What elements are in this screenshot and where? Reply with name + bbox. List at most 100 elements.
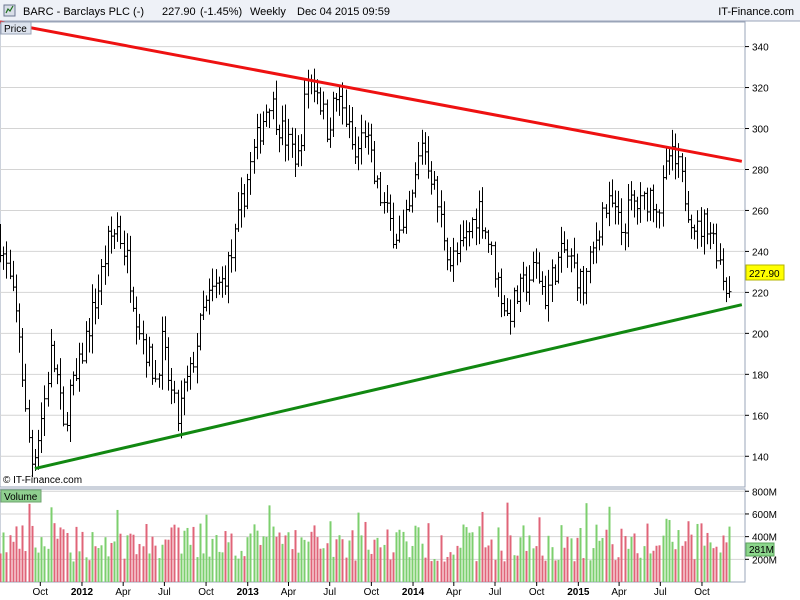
volume-bar [563, 547, 566, 582]
volume-bar [230, 533, 233, 582]
price-bars [0, 68, 732, 478]
volume-bar [693, 559, 696, 582]
volume-bar [430, 561, 433, 582]
volume-bar [262, 536, 265, 582]
volume-bar [21, 525, 24, 582]
time-tick-label: Apr [611, 587, 627, 598]
volume-bar [598, 540, 601, 582]
time-tick-label: Apr [115, 587, 131, 598]
volume-bar [595, 524, 598, 582]
last-volume-text: 281M [749, 545, 774, 556]
instrument-title: BARC - Barclays PLC (-) [23, 6, 144, 18]
time-tick-label: Oct [33, 587, 49, 598]
volume-bar [503, 561, 506, 582]
header-bar [0, 0, 800, 21]
volume-bar [570, 538, 573, 582]
support-trendline[interactable] [34, 303, 743, 471]
volume-bar [208, 556, 211, 582]
volume-bar [535, 546, 538, 582]
header-timestamp: Dec 04 2015 09:59 [297, 6, 390, 18]
volume-bar [528, 535, 531, 582]
volume-bar [196, 557, 199, 582]
volume-bar [47, 548, 50, 582]
resistance-trendline[interactable] [0, 20, 743, 163]
volume-bar [662, 535, 665, 582]
volume-bar [329, 521, 332, 582]
volume-bar [532, 548, 535, 582]
volume-bar [424, 557, 427, 582]
volume-bar [348, 540, 351, 582]
volume-bar [408, 557, 411, 582]
volume-bar [211, 538, 214, 582]
volume-bar [373, 539, 376, 582]
app-icon [3, 4, 16, 17]
volume-bar [113, 541, 116, 582]
volume-bar [104, 537, 107, 582]
volume-bar [681, 545, 684, 582]
volume-bar [357, 512, 360, 582]
volume-bar [81, 531, 84, 582]
volume-bar [719, 552, 722, 582]
last-price-text: 227.90 [749, 269, 780, 280]
volume-bar [722, 535, 725, 582]
volume-bar [148, 553, 151, 582]
volume-bar [332, 556, 335, 582]
volume-bar [345, 557, 348, 582]
volume-bar [630, 536, 633, 582]
volume-bar [310, 531, 313, 582]
price-tick-label: 140 [752, 452, 769, 463]
last-volume-badge: 281M [745, 542, 775, 557]
volume-bar [53, 523, 56, 582]
volume-bar [608, 506, 611, 582]
price-tick-label: 260 [752, 206, 769, 217]
volume-bar [281, 543, 284, 582]
time-tick-label: Jul [654, 587, 667, 598]
volume-bar [215, 535, 218, 582]
header-brand: IT-Finance.com [718, 6, 794, 18]
volume-bar [668, 520, 671, 582]
volume-bar [326, 543, 329, 582]
price-axis: 140 160 180 200 220 240 260 280 300 320 340 [745, 43, 769, 463]
volume-bar [481, 511, 484, 582]
volume-bar [161, 544, 164, 582]
volume-bar [145, 524, 148, 582]
price-tick-label: 240 [752, 247, 769, 258]
volume-bar [687, 521, 690, 582]
volume-bar [37, 552, 40, 582]
volume-bar [436, 560, 439, 582]
volume-bar [158, 558, 161, 582]
time-tick-label: Apr [281, 587, 297, 598]
volume-bar [636, 553, 639, 582]
volume-bar [338, 535, 341, 582]
volume-bar [712, 548, 715, 582]
volume-bar [97, 548, 100, 582]
volume-bar [573, 561, 576, 582]
volume-bar [218, 551, 221, 582]
volume-bar [307, 541, 310, 582]
price-tick-label: 280 [752, 165, 769, 176]
volume-bar [123, 558, 126, 582]
volume-bar [554, 560, 557, 582]
volume-bar [449, 552, 452, 582]
volume-bar [566, 536, 569, 582]
volume-bar [272, 526, 275, 582]
volume-bar [62, 529, 65, 582]
header-period: Weekly [250, 6, 286, 18]
volume-bar [287, 532, 290, 582]
volume-bar [313, 525, 316, 582]
volume-bar [192, 526, 195, 582]
volume-bar [547, 535, 550, 582]
volume-bar [551, 547, 554, 582]
volume-bars [0, 502, 731, 582]
volume-bar [494, 559, 497, 582]
time-tick-label: Oct [364, 587, 380, 598]
volume-bar [91, 532, 94, 582]
volume-bar [725, 542, 728, 582]
volume-bar [135, 554, 138, 582]
time-tick-label: Oct [529, 587, 545, 598]
volume-bar [138, 543, 141, 582]
volume-bar [582, 558, 585, 582]
volume-bar [31, 525, 34, 582]
volume-bar [379, 547, 382, 582]
volume-bar [475, 561, 478, 582]
